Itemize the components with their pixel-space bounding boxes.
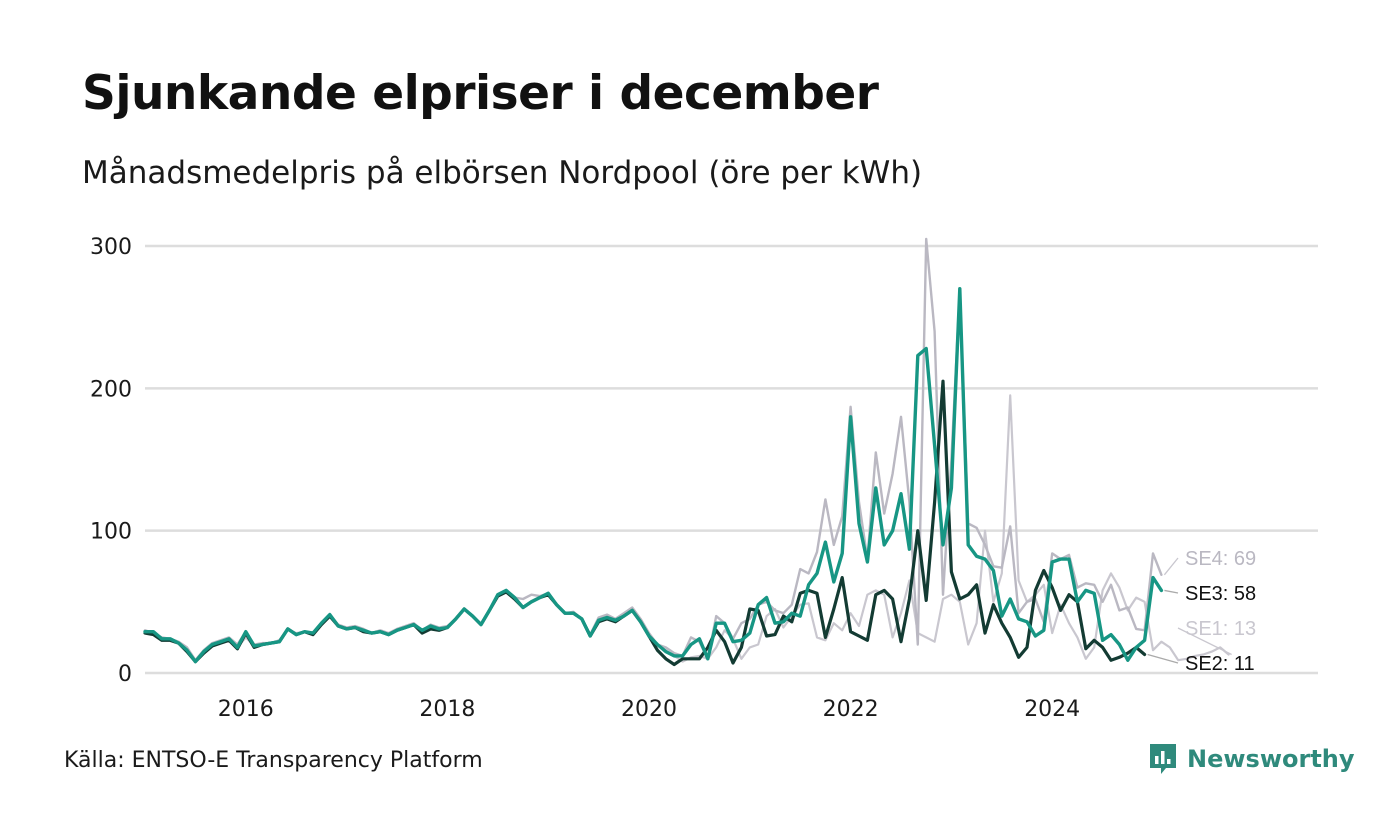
newsworthy-icon [1150, 744, 1176, 774]
y-tick-label: 0 [118, 662, 132, 687]
series-line-se3 [143, 287, 1164, 664]
leader-line-se2 [1147, 653, 1179, 664]
x-tick-label: 2016 [218, 697, 274, 722]
end-label-se3: SE3: 58 [1185, 583, 1256, 605]
y-axis: 0 100 200 300 [90, 235, 132, 687]
series-line-se4 [143, 237, 1163, 662]
series-line-se1 [143, 394, 1230, 663]
source-note: Källa: ENTSO-E Transparency Platform [64, 748, 483, 773]
series-lines [143, 237, 1230, 667]
x-tick-label: 2022 [823, 697, 879, 722]
gridlines [145, 244, 1318, 675]
leader-line-se4 [1163, 557, 1179, 576]
x-tick-label: 2020 [621, 697, 677, 722]
leader-line-se3 [1164, 589, 1179, 594]
y-tick-label: 200 [90, 377, 132, 402]
chart-title: Sjunkande elpriser i december [82, 66, 879, 121]
end-label-se1: SE1: 13 [1185, 618, 1256, 640]
end-label-se2: SE2: 11 [1185, 653, 1255, 675]
x-tick-label: 2018 [419, 697, 475, 722]
leader-line-se1 [1177, 627, 1232, 656]
brand-logo[interactable]: Newsworthy [1148, 742, 1355, 776]
x-tick-label: 2024 [1024, 697, 1080, 722]
brand-name: Newsworthy [1187, 745, 1355, 773]
y-tick-label: 300 [90, 235, 132, 260]
chart-subtitle: Månadsmedelpris på elbörsen Nordpool (ör… [82, 155, 923, 191]
x-axis: 2016 2018 2020 2022 2024 [218, 697, 1080, 722]
y-tick-label: 100 [90, 520, 132, 545]
series-line-se2 [143, 379, 1147, 667]
end-labels: SE1: 13 SE4: 69 SE2: 11 SE3: 58 [1147, 548, 1256, 675]
end-label-se4: SE4: 69 [1185, 548, 1256, 570]
